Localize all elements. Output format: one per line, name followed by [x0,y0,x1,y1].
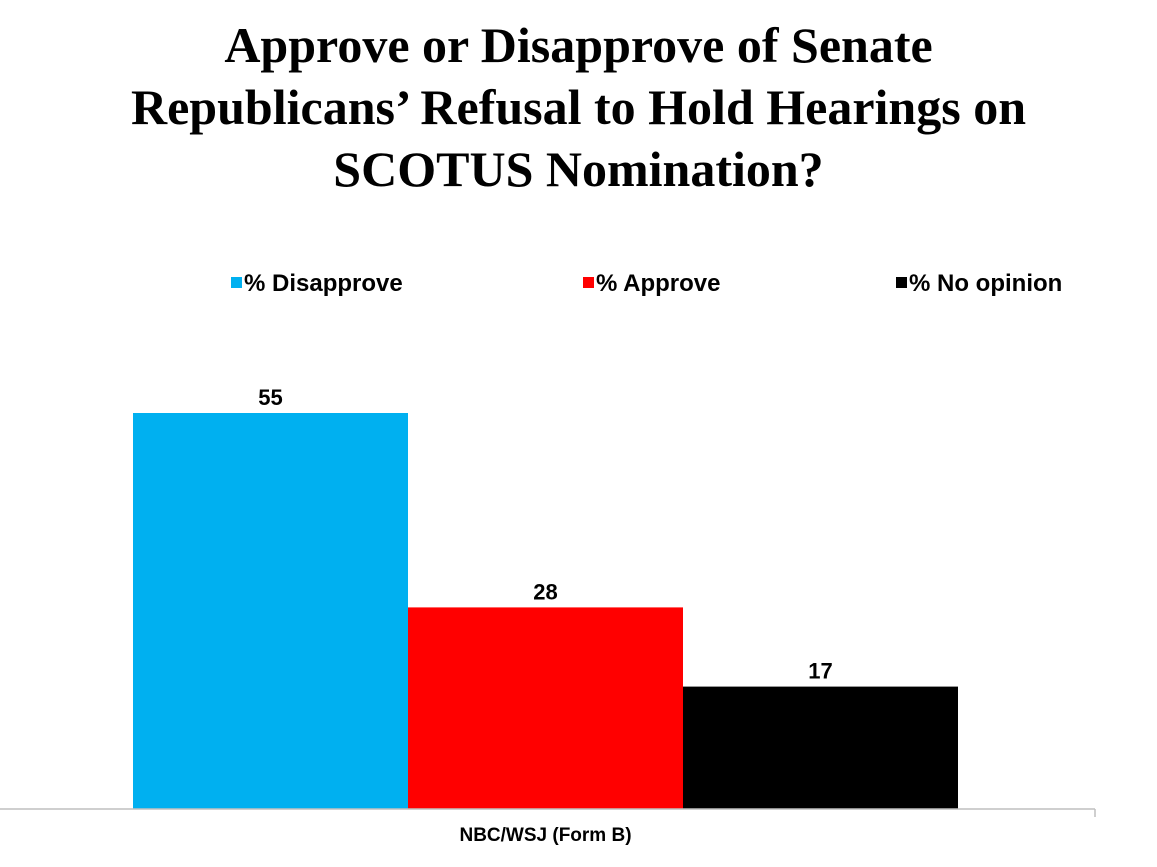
data-label-2: 28 [533,579,557,604]
legend-swatch-1 [231,277,242,288]
bar-1 [133,413,408,809]
legend-swatch-2 [583,277,594,288]
legend-swatch-3 [896,277,907,288]
x-tick-label: NBC/WSJ (Form B) [459,825,631,846]
chart-title: Approve or Disapprove of Senate Republic… [0,14,1157,200]
x-axis-ticks: NBC/WSJ (Form B) [459,825,631,846]
data-label-3: 17 [808,659,832,684]
legend: % Disapprove % Approve % No opinion [231,270,1062,297]
legend-label-2: % Approve [596,270,720,297]
bars: 55 28 17 [133,385,958,809]
chart-title-line-1: Approve or Disapprove of Senate [224,17,933,73]
legend-label-1: % Disapprove [244,270,403,297]
legend-label-3: % No opinion [909,270,1062,297]
data-label-1: 55 [258,385,282,410]
bar-2 [408,607,683,809]
chart-title-line-3: SCOTUS Nomination? [333,141,824,197]
chart-title-line-2: Republicans’ Refusal to Hold Hearings on [131,79,1026,135]
bar-3 [683,686,958,809]
